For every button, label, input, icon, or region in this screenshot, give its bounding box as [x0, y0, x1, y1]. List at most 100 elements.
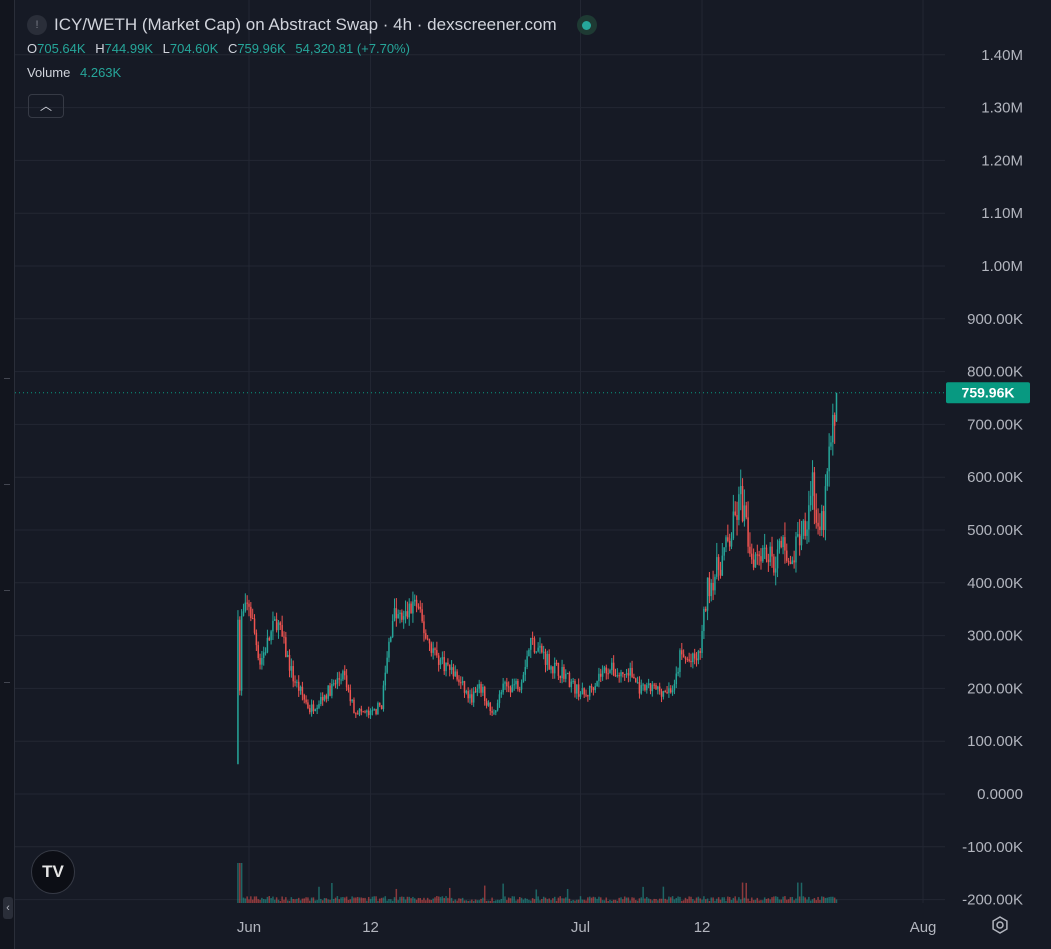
volume-bar [356, 896, 359, 903]
candle-body [439, 659, 442, 665]
candle-body [635, 678, 637, 683]
candle-body [537, 647, 539, 652]
volume-bar [506, 900, 508, 903]
candle-body [769, 546, 771, 563]
volume-bar [811, 899, 814, 903]
volume-bar [653, 898, 655, 903]
volume-bar [329, 899, 331, 903]
candle-body [533, 638, 536, 653]
volume-bar [609, 899, 611, 903]
volume-bar [760, 900, 762, 903]
candle-body [798, 534, 801, 546]
candle-body [371, 710, 374, 712]
volume-bar [817, 896, 819, 903]
candle-body [555, 662, 558, 664]
volume-bar [437, 896, 440, 903]
candle-body [301, 686, 304, 695]
volume-bar [745, 882, 747, 903]
candle-body [476, 688, 479, 693]
volume-bar [250, 896, 252, 903]
open-value: 705.64K [37, 41, 86, 56]
candles [237, 392, 838, 765]
candle-body [419, 606, 422, 610]
candle-body [565, 673, 567, 679]
candle-body [800, 535, 803, 546]
candle-body [410, 603, 412, 614]
candle-body [734, 511, 736, 516]
live-status-icon [576, 15, 597, 35]
candle-body [684, 657, 687, 659]
high-value: 744.99K [104, 41, 154, 56]
volume-bar [651, 900, 654, 903]
chart-legend: ! ICY/WETH (Market Cap) on Abstract Swap… [27, 12, 597, 80]
candle-body [590, 686, 593, 688]
info-icon[interactable]: ! [27, 15, 47, 35]
volume-bar [622, 899, 624, 903]
volume-bar [804, 897, 806, 903]
candle-body [379, 703, 381, 706]
volume-bar [332, 898, 335, 903]
candle-body [517, 680, 519, 690]
volume-bar [673, 899, 676, 903]
volume-bar [334, 897, 337, 903]
volume-bar [397, 900, 399, 903]
candle-body [780, 540, 782, 548]
volume-legend: Volume 4.263K [27, 65, 597, 80]
candle-body [336, 678, 339, 684]
volume-bar [312, 897, 315, 903]
volume-bar [548, 898, 550, 903]
volume-bar [395, 888, 398, 903]
volume-bar [460, 898, 462, 903]
volume-bar [410, 898, 412, 903]
volume-bar [452, 900, 455, 903]
volume-bar [471, 899, 473, 903]
candle-body [767, 559, 770, 563]
candle-body [377, 703, 379, 715]
candle-body [541, 645, 543, 653]
candle-body [723, 547, 725, 556]
candle-body [399, 612, 401, 615]
volume-bar [382, 897, 385, 903]
volume-bar [725, 900, 727, 903]
volume-bar [480, 898, 482, 903]
volume-bar [528, 899, 530, 903]
volume-bar [275, 897, 278, 903]
volume-bar [808, 896, 810, 903]
volume-bar [301, 898, 304, 903]
volume-bar [426, 897, 429, 903]
candle-body [266, 637, 269, 653]
y-tick-label: 1.00M [981, 258, 1023, 275]
candle-body [344, 671, 346, 676]
gear-icon[interactable] [988, 913, 1012, 937]
candle-body [329, 685, 331, 696]
volume-bar [515, 900, 517, 903]
candle-body [270, 631, 272, 641]
y-tick-label: 200.00K [967, 680, 1023, 697]
volume-bar [684, 897, 687, 903]
volume-bar [495, 900, 497, 903]
candle-body [460, 682, 462, 684]
candle-body [616, 675, 619, 677]
candle-body [257, 645, 259, 659]
volume-bar [704, 899, 707, 903]
volume-bar [272, 896, 274, 903]
candle-body [314, 709, 317, 712]
candle-body [327, 685, 329, 699]
candle-body [598, 673, 600, 682]
volume-bar [408, 896, 410, 903]
candle-body [288, 654, 291, 671]
volume-bar [795, 898, 797, 903]
tradingview-logo[interactable]: TV [31, 850, 75, 894]
candle-body [714, 576, 716, 591]
volume-bar [266, 896, 269, 903]
volume-bar [331, 882, 333, 903]
chevron-left-icon[interactable]: ‹ [3, 897, 13, 919]
candle-body [325, 695, 328, 699]
candle-body [332, 683, 335, 685]
volume-bar [813, 898, 816, 903]
candle-body [498, 694, 501, 704]
volume-bar [635, 900, 637, 903]
candle-body [623, 674, 626, 676]
chevron-up-icon[interactable]: ︿ [28, 94, 64, 118]
